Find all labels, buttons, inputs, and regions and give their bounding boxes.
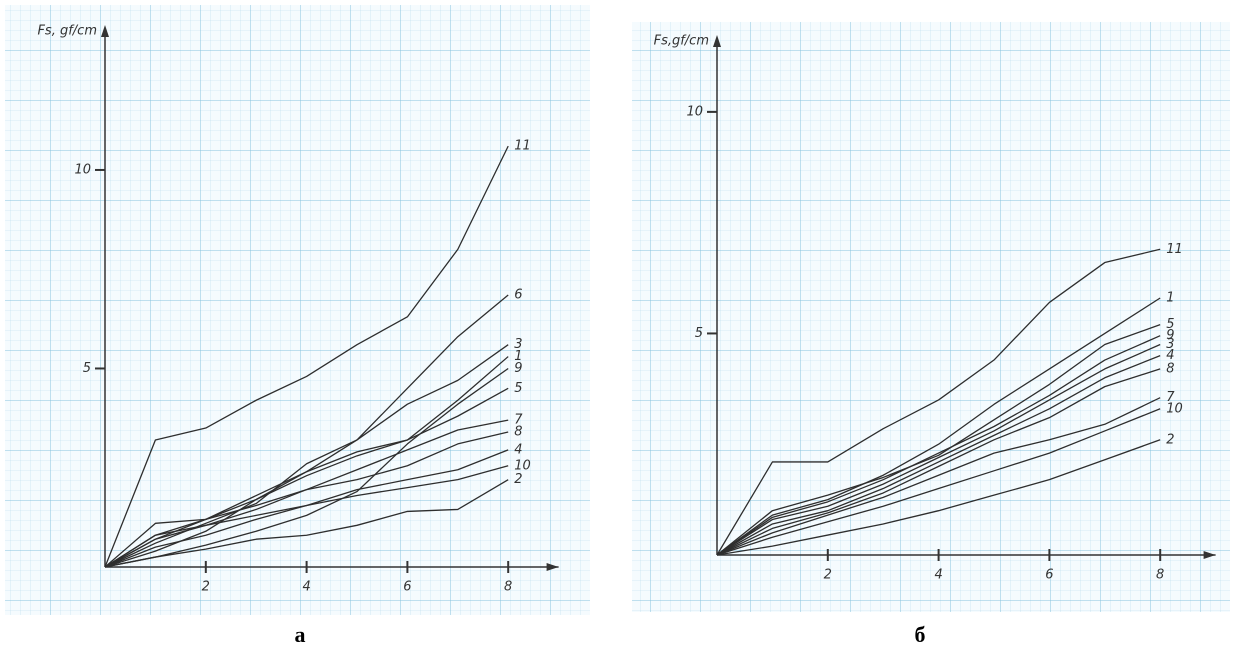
curve-label: 9 (1166, 328, 1174, 343)
curve-label: 3 (1166, 337, 1174, 352)
curve (104, 479, 509, 568)
curve (716, 297, 1161, 556)
curve (104, 367, 509, 568)
curve (716, 408, 1161, 556)
curve (104, 356, 509, 568)
x-arrow (546, 563, 559, 571)
x-tick-label: 4 (934, 568, 942, 583)
curve (716, 397, 1161, 556)
caption: а (295, 622, 306, 647)
curve-label: 2 (514, 472, 522, 487)
curve-label: 5 (1166, 317, 1174, 332)
y-axis-label: Fs, gf/cm (37, 24, 97, 39)
curve-label: 10 (1166, 401, 1183, 416)
curve (716, 323, 1161, 556)
curve-label: 10 (514, 458, 531, 473)
curve (104, 294, 509, 568)
curve (716, 368, 1161, 556)
y-axis-label: Fs,gf/cm (654, 34, 709, 49)
x-tick-label: 2 (824, 568, 832, 583)
curve-label: 7 (514, 413, 523, 428)
curve-label: 9 (514, 361, 522, 376)
y-tick-label: 5 (695, 326, 703, 341)
x-tick-label: 6 (1045, 568, 1053, 583)
x-arrow (1203, 551, 1216, 559)
curve-label: 4 (1166, 348, 1174, 363)
curve (716, 439, 1161, 556)
x-tick-label: 4 (302, 580, 310, 595)
y-tick-label: 5 (83, 361, 91, 376)
curve (716, 354, 1161, 556)
curve-label: 8 (514, 425, 522, 440)
curve-label: 2 (1166, 432, 1174, 447)
x-tick-label: 8 (1156, 568, 1164, 583)
curve (716, 343, 1161, 556)
curve-label: 3 (514, 337, 522, 352)
curve (716, 248, 1161, 556)
caption: б (915, 622, 926, 647)
curve (104, 145, 509, 568)
y-arrow (101, 25, 109, 37)
curve-label: 4 (514, 442, 522, 457)
paper-grid (632, 22, 1230, 612)
y-arrow (713, 35, 721, 47)
curve-label: 7 (1166, 390, 1175, 405)
curve (104, 431, 509, 568)
curve-label: 5 (514, 381, 522, 396)
x-tick-label: 6 (403, 580, 411, 595)
curve-label: 6 (514, 288, 522, 303)
x-tick-label: 8 (504, 580, 512, 595)
curve (716, 335, 1161, 556)
curve-label: 8 (1166, 361, 1174, 376)
curve (104, 465, 509, 568)
y-tick-label: 10 (74, 162, 91, 177)
curve-label: 1 (1166, 291, 1174, 306)
curve-label: 1 (514, 349, 522, 364)
curve-label: 11 (1166, 242, 1183, 257)
y-tick-label: 10 (686, 104, 703, 119)
paper-grid (5, 5, 590, 615)
curve-label: 11 (514, 139, 531, 154)
x-tick-label: 2 (202, 580, 210, 595)
